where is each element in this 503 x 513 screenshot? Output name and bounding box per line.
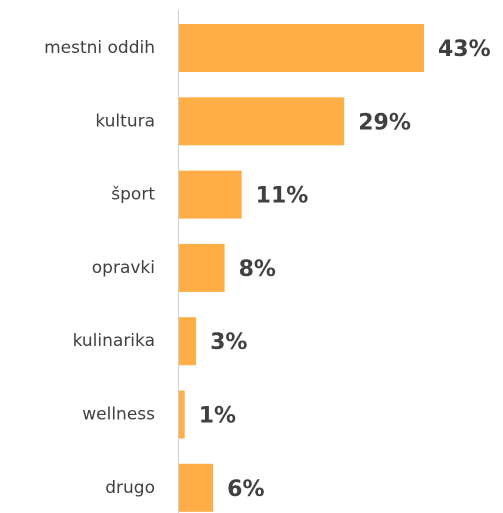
bar (179, 243, 225, 292)
category-label: opravki (92, 258, 155, 278)
bar (179, 24, 424, 72)
bar (179, 97, 345, 146)
category-label: kultura (95, 111, 155, 131)
category-label: kulinarika (73, 331, 155, 351)
category-label: mestni oddih (44, 38, 155, 58)
bar (179, 317, 197, 366)
category-label: drugo (105, 478, 155, 498)
bar (179, 463, 214, 512)
value-label: 3% (210, 330, 247, 355)
value-label: 6% (227, 477, 264, 502)
value-label: 29% (358, 110, 411, 135)
category-label: šport (111, 185, 155, 205)
category-label: wellness (82, 405, 155, 425)
bar (179, 390, 185, 439)
value-label: 43% (438, 37, 491, 62)
value-label: 1% (199, 404, 236, 429)
value-label: 11% (256, 184, 309, 209)
value-label: 8% (239, 257, 276, 282)
bar (179, 170, 242, 219)
